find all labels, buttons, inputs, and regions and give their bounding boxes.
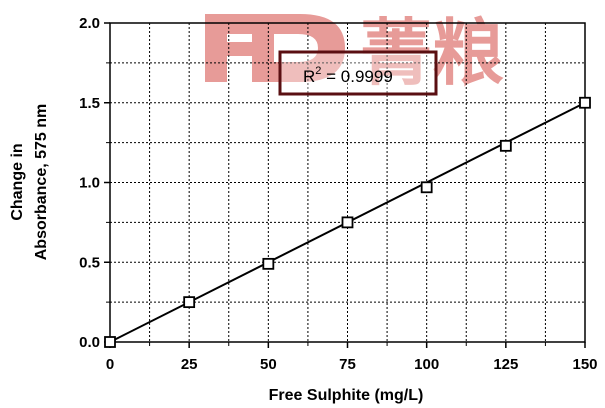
x-tick-label: 150 [572, 356, 597, 373]
annotation-box [278, 50, 438, 96]
y-tick-label: 1.0 [79, 175, 100, 192]
y-tick-label: 2.0 [79, 15, 100, 32]
data-point [579, 96, 591, 109]
y-axis-label-line2: Absorbance, 575 nm [33, 104, 50, 261]
x-tick-label: 75 [339, 356, 356, 373]
y-tick-label: 1.5 [79, 95, 100, 112]
x-tick-label: 100 [414, 356, 439, 373]
x-tick-label: 0 [106, 356, 114, 373]
x-tick-label: 25 [181, 356, 198, 373]
data-point [420, 181, 433, 194]
y-axis: 0.0 0.5 1.0 1.5 2.0 [79, 15, 110, 351]
data-point [262, 257, 275, 270]
x-tick-label: 125 [493, 356, 518, 373]
data-point [499, 139, 512, 152]
data-point [341, 216, 354, 229]
x-axis-label: Free Sulphite (mg/L) [269, 387, 424, 404]
x-axis: 0 25 50 75 100 125 150 [106, 342, 598, 373]
annotation-text: R2 = 0.9999 [303, 65, 393, 86]
r-squared-annotation: R2 = 0.9999 [278, 50, 438, 96]
y-tick-label: 0.0 [79, 334, 100, 351]
x-tick-label: 50 [260, 356, 277, 373]
data-point [183, 296, 196, 309]
y-axis-label-line1: Change in [9, 143, 26, 220]
y-tick-label: 0.5 [79, 254, 100, 271]
data-point [104, 336, 116, 348]
data-points [104, 96, 591, 348]
